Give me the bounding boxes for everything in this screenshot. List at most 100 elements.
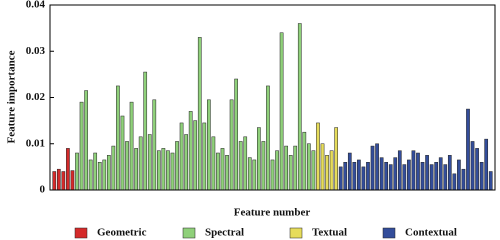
y-axis-title: Feature importance bbox=[6, 50, 18, 143]
bar bbox=[366, 162, 370, 191]
bar bbox=[411, 150, 416, 191]
bar bbox=[138, 136, 143, 191]
y-tick-label: 0.03 bbox=[26, 45, 46, 57]
bar bbox=[202, 122, 207, 191]
bar bbox=[438, 157, 443, 191]
bar bbox=[129, 101, 134, 191]
bar bbox=[225, 155, 229, 191]
bar bbox=[470, 141, 475, 191]
bar bbox=[106, 155, 111, 191]
bar bbox=[397, 150, 402, 191]
bar bbox=[416, 152, 420, 191]
bar bbox=[61, 171, 66, 191]
bar bbox=[343, 162, 348, 191]
bar bbox=[102, 159, 107, 191]
bar bbox=[84, 90, 88, 191]
bar bbox=[88, 159, 93, 191]
bar bbox=[316, 122, 320, 191]
bar bbox=[56, 168, 61, 191]
y-tick-label: 0.04 bbox=[26, 0, 46, 11]
bar bbox=[447, 155, 452, 191]
bar bbox=[66, 148, 70, 191]
bar bbox=[234, 78, 238, 191]
bar bbox=[488, 171, 493, 191]
bar bbox=[352, 162, 357, 191]
bar bbox=[302, 131, 307, 191]
bar bbox=[375, 143, 379, 191]
bar bbox=[257, 127, 261, 191]
bar bbox=[288, 155, 293, 191]
bar bbox=[425, 155, 429, 191]
y-tick-label: 0.02 bbox=[26, 91, 46, 103]
bar bbox=[134, 148, 138, 191]
bar bbox=[338, 166, 343, 191]
bar bbox=[116, 85, 120, 191]
legend-swatch bbox=[182, 227, 196, 239]
bar bbox=[193, 120, 198, 191]
bar bbox=[443, 164, 448, 191]
bar bbox=[266, 85, 270, 191]
bar bbox=[220, 148, 225, 191]
y-tick-label: 0.01 bbox=[26, 137, 45, 149]
bar bbox=[275, 150, 279, 191]
bar bbox=[111, 145, 116, 191]
bar bbox=[284, 145, 288, 191]
bar bbox=[75, 152, 79, 191]
bar bbox=[384, 162, 389, 191]
bar bbox=[125, 141, 129, 191]
bar bbox=[434, 162, 439, 191]
bar bbox=[379, 157, 384, 191]
bar bbox=[457, 159, 461, 191]
bar bbox=[334, 127, 338, 191]
bar bbox=[325, 155, 329, 191]
legend-swatch bbox=[74, 227, 88, 239]
bar bbox=[357, 159, 361, 191]
bar bbox=[466, 108, 470, 191]
bar bbox=[393, 157, 398, 191]
bar bbox=[261, 141, 266, 191]
bar bbox=[402, 164, 407, 191]
y-tick-label: 0 bbox=[40, 184, 46, 196]
legend-label: Geometric bbox=[97, 227, 147, 239]
bar bbox=[152, 99, 157, 191]
legend-label: Spectral bbox=[205, 227, 244, 239]
bar bbox=[370, 145, 375, 191]
bar bbox=[147, 134, 152, 191]
x-axis-title: Feature number bbox=[234, 207, 311, 219]
bar bbox=[347, 152, 352, 191]
bar bbox=[52, 171, 57, 191]
bar bbox=[175, 141, 179, 191]
bar bbox=[79, 101, 84, 191]
bar bbox=[252, 159, 257, 191]
bar bbox=[207, 99, 211, 191]
bar bbox=[311, 150, 316, 191]
plot-frame bbox=[49, 4, 496, 191]
bar bbox=[170, 152, 175, 191]
bar bbox=[247, 157, 252, 191]
bar bbox=[216, 152, 220, 191]
bar bbox=[270, 159, 275, 191]
bar bbox=[70, 170, 75, 191]
bar bbox=[279, 32, 284, 191]
bar bbox=[388, 164, 393, 191]
bar bbox=[179, 122, 184, 191]
bar bbox=[484, 138, 489, 191]
bar bbox=[297, 23, 302, 191]
bar bbox=[229, 99, 234, 191]
bar bbox=[461, 168, 466, 191]
bar bbox=[161, 148, 166, 191]
bar bbox=[166, 150, 170, 191]
bar bbox=[479, 162, 484, 191]
legend-label: Contextual bbox=[405, 227, 457, 239]
bar bbox=[93, 152, 98, 191]
bar bbox=[143, 71, 148, 191]
bar bbox=[307, 143, 311, 191]
bar bbox=[197, 37, 202, 191]
bar bbox=[475, 148, 479, 191]
bar bbox=[238, 141, 243, 191]
bar bbox=[211, 136, 216, 191]
bar bbox=[329, 150, 334, 191]
bar bbox=[97, 162, 102, 191]
bar bbox=[243, 136, 248, 191]
